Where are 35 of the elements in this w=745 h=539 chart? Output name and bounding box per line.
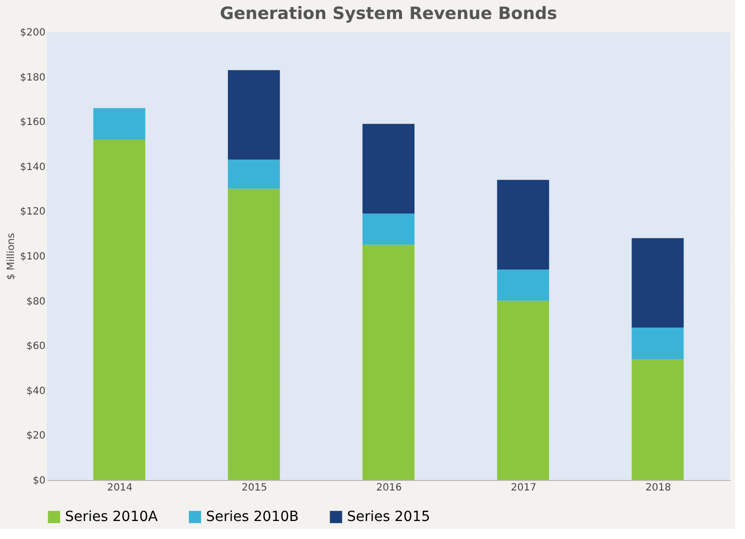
y-tick-label: $140 (20, 162, 46, 173)
bar (497, 269, 550, 301)
bar (632, 359, 684, 480)
bar (632, 238, 684, 328)
bar (228, 188, 280, 480)
x-tick-label: 2017 (510, 482, 536, 494)
y-tick-label: $0 (32, 476, 46, 486)
bar (228, 70, 280, 160)
y-tick-label: $40 (26, 386, 46, 397)
bar (93, 108, 146, 140)
bar (228, 160, 280, 189)
y-tick-label: $80 (26, 296, 46, 308)
x-tick-label: 2018 (645, 482, 671, 494)
bar (497, 180, 550, 270)
y-tick-label: $160 (20, 117, 46, 128)
y-tick-label: $60 (26, 341, 46, 352)
bar (497, 300, 550, 480)
x-tick-label: 2016 (376, 482, 402, 494)
bar (93, 140, 146, 480)
bar (362, 244, 414, 480)
legend-label: Series 2015 (347, 509, 430, 525)
x-tick-label: 2014 (107, 482, 133, 494)
bar (632, 328, 684, 360)
y-tick-label: $120 (20, 206, 46, 218)
y-tick-label: $200 (20, 28, 46, 38)
y-tick-label: $180 (20, 72, 46, 84)
bar (362, 213, 414, 245)
legend-label: Series 2010B (206, 509, 299, 525)
y-tick-label: $20 (26, 430, 46, 442)
bar (362, 124, 414, 214)
y-tick-label: $100 (20, 252, 46, 262)
chart-title: Generation System Revenue Bonds (220, 4, 558, 24)
x-tick-label: 2015 (242, 482, 268, 494)
y-axis-title: $ Millions (6, 233, 18, 280)
legend-label: Series 2010A (65, 509, 158, 525)
